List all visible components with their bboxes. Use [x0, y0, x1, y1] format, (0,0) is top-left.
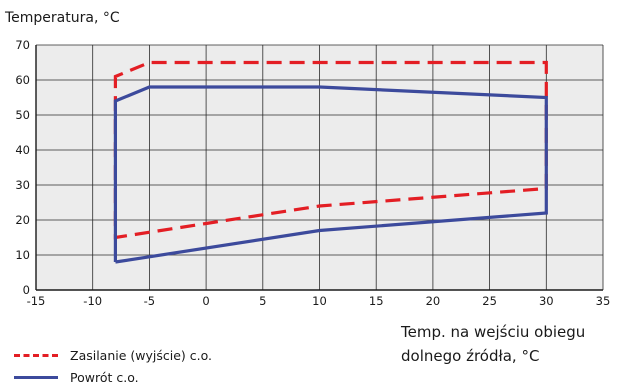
legend-label-return: Powrót c.o.	[70, 369, 139, 385]
x-tick-label: 0	[202, 294, 209, 308]
x-tick-label: -5	[144, 294, 155, 308]
x-axis-label-line-2: dolnego źródła, °C	[401, 347, 540, 365]
y-axis-label: Temperatura, °C	[4, 10, 120, 26]
tick-labels: 0 10 20 30 40 50 60 70 -15 -10 -5 0 5 10 15 20 25 30 35	[15, 38, 610, 308]
x-tick-label: 35	[596, 294, 611, 308]
axes	[35, 45, 603, 291]
x-tick-label: -10	[83, 294, 102, 308]
y-tick-label: 40	[15, 143, 30, 157]
series-line-supply	[113, 60, 548, 240]
x-tick-label: 25	[482, 294, 497, 308]
legend: Zasilanie (wyjście) c.o. Powrót c.o.	[14, 344, 212, 388]
x-tick-label: 30	[539, 294, 554, 308]
series-line-return	[113, 85, 548, 264]
series-layer	[113, 60, 548, 264]
x-axis-label-line-1: Temp. na wejściu obiegu	[401, 323, 586, 341]
y-tick-label: 10	[15, 248, 30, 262]
y-tick-label: 50	[15, 108, 30, 122]
x-axis-label: Temp. na wejściu obiegu dolnego źródła, …	[401, 320, 615, 368]
legend-item-supply: Zasilanie (wyjście) c.o.	[14, 344, 212, 366]
y-tick-label: 0	[23, 283, 30, 297]
legend-item-return: Powrót c.o.	[14, 366, 212, 388]
x-tick-label: 15	[369, 294, 384, 308]
legend-swatch-solid	[14, 375, 58, 379]
x-tick-label: -15	[27, 294, 46, 308]
x-tick-label: 20	[426, 294, 441, 308]
legend-label-supply: Zasilanie (wyjście) c.o.	[70, 347, 213, 363]
y-tick-label: 70	[15, 38, 30, 52]
y-tick-label: 30	[15, 178, 30, 192]
y-tick-label: 20	[15, 213, 30, 227]
y-tick-label: 60	[15, 73, 30, 87]
legend-swatch-dashed	[14, 353, 58, 357]
x-tick-label: 10	[312, 294, 327, 308]
x-tick-label: 5	[259, 294, 266, 308]
